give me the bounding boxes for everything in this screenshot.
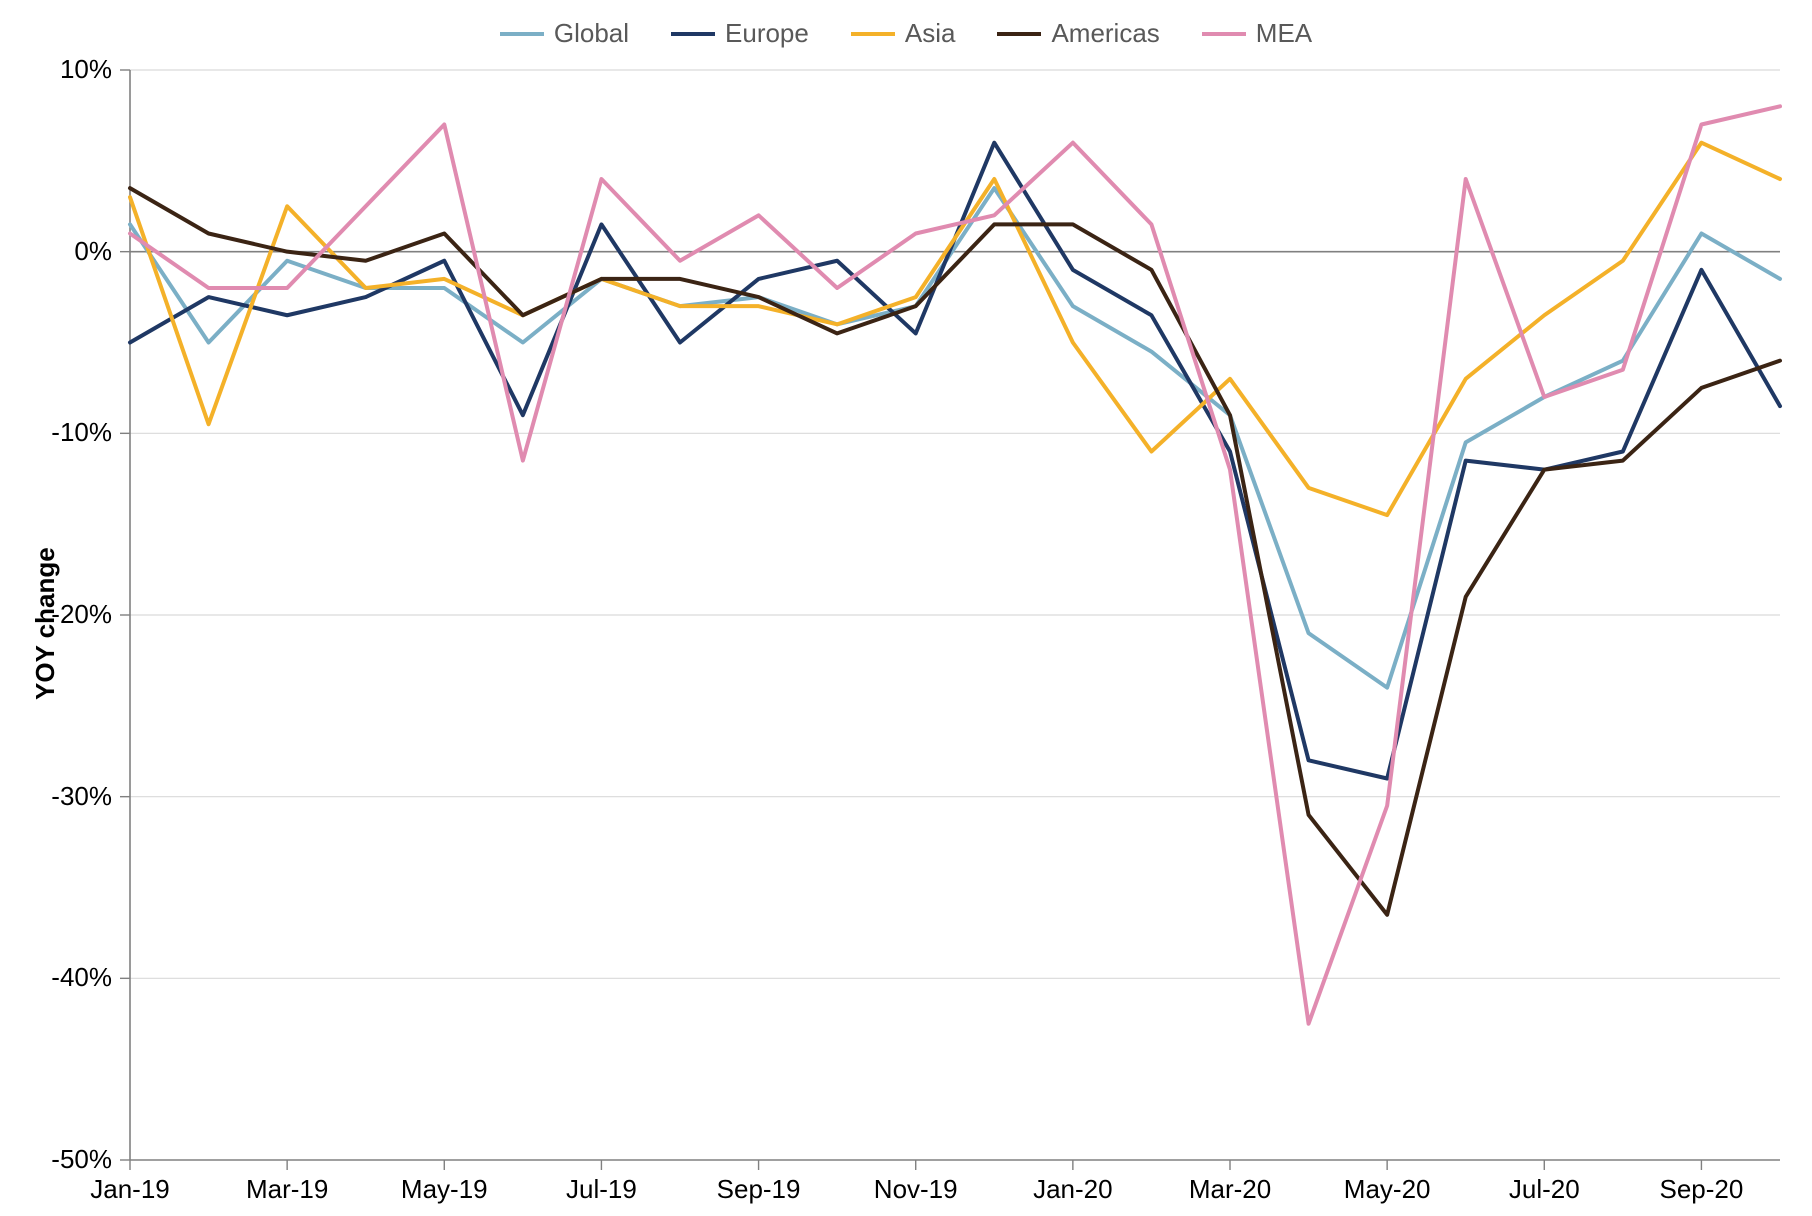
y-tick-label: -20% <box>0 599 112 630</box>
y-tick-label: -40% <box>0 962 112 993</box>
y-tick-label: 10% <box>0 54 112 85</box>
series-line <box>130 188 1780 915</box>
line-chart: GlobalEuropeAsiaAmericasMEA YOY change 1… <box>0 0 1812 1216</box>
series-line <box>130 143 1780 515</box>
y-tick-label: -50% <box>0 1144 112 1175</box>
x-tick-label: Jan-19 <box>90 1174 170 1205</box>
x-tick-label: Jul-19 <box>566 1174 637 1205</box>
y-tick-label: 0% <box>0 236 112 267</box>
plot-area <box>0 0 1812 1216</box>
y-tick-label: -10% <box>0 417 112 448</box>
x-tick-label: Mar-19 <box>246 1174 328 1205</box>
x-tick-label: Sep-20 <box>1660 1174 1744 1205</box>
x-tick-label: Jan-20 <box>1033 1174 1113 1205</box>
x-tick-label: Nov-19 <box>874 1174 958 1205</box>
y-tick-label: -30% <box>0 781 112 812</box>
x-tick-label: Jul-20 <box>1509 1174 1580 1205</box>
x-tick-label: May-19 <box>401 1174 488 1205</box>
x-tick-label: May-20 <box>1344 1174 1431 1205</box>
x-tick-label: Mar-20 <box>1189 1174 1271 1205</box>
x-tick-label: Sep-19 <box>717 1174 801 1205</box>
